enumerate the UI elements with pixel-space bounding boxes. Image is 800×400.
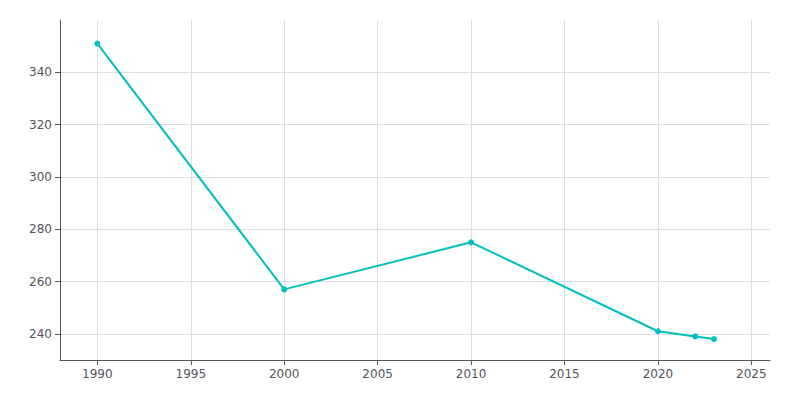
svg-text:300: 300 <box>29 170 52 184</box>
svg-text:2015: 2015 <box>549 367 580 381</box>
svg-text:240: 240 <box>29 327 52 341</box>
svg-text:1990: 1990 <box>82 367 113 381</box>
svg-text:260: 260 <box>29 275 52 289</box>
svg-text:2020: 2020 <box>643 367 674 381</box>
svg-text:2005: 2005 <box>362 367 393 381</box>
svg-text:280: 280 <box>29 222 52 236</box>
svg-text:1995: 1995 <box>176 367 207 381</box>
svg-text:2025: 2025 <box>736 367 767 381</box>
svg-text:2010: 2010 <box>456 367 487 381</box>
svg-text:340: 340 <box>29 65 52 79</box>
svg-text:320: 320 <box>29 118 52 132</box>
svg-text:2000: 2000 <box>269 367 300 381</box>
